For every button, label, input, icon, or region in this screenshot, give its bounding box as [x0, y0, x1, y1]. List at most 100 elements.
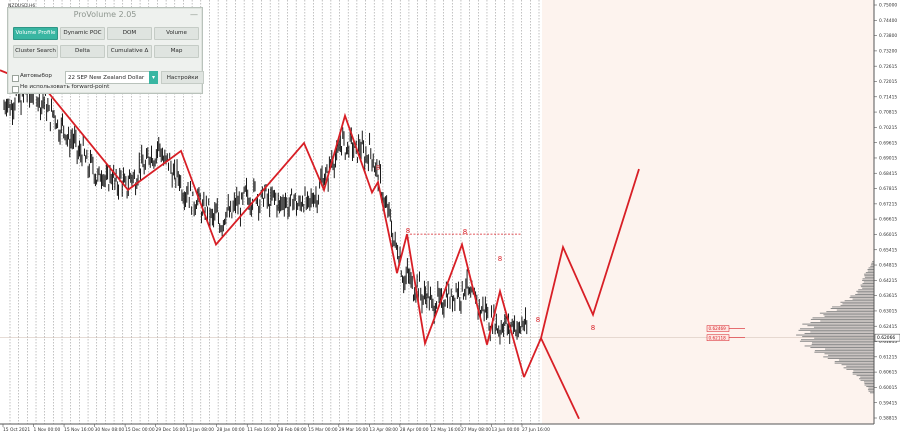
volume-profile-bar [868, 390, 874, 392]
time-tick-label: 13 Jan 08:00 [186, 427, 214, 433]
volume-profile-bar [826, 311, 874, 313]
time-tick-label: 13 Jun 00:00 [491, 427, 519, 433]
forward-point-checkbox[interactable] [12, 86, 19, 93]
time-tick-label: 27 May 08:00 [461, 427, 491, 433]
wave-mark: 8 [591, 324, 595, 332]
volume-profile-bar [872, 261, 874, 263]
volume-profile-bar [811, 343, 874, 345]
panel-title: ProVolume 2.05 [73, 10, 137, 19]
forward-point-label: Не использовать forward-point [20, 84, 110, 90]
profile-level-label: 0.62118 [709, 335, 727, 340]
volume-profile-bar [807, 325, 874, 327]
map-button-label: Map [170, 48, 183, 54]
dynamic-poc-button[interactable]: Dynamic POC [60, 27, 105, 40]
provolume-panel[interactable]: ProVolume 2.05 — Volume Profile Dynamic … [7, 7, 204, 94]
profile-level-label: 0.62469 [709, 326, 727, 331]
forecast-path-up [540, 168, 640, 339]
volume-profile-button-label: Volume Profile [15, 30, 56, 36]
time-tick-label: 15 Nov 16:00 [64, 427, 94, 433]
time-tick-label: 28 Apr 00:00 [400, 427, 429, 433]
volume-profile-bar [810, 322, 874, 324]
volume-profile-bar [800, 328, 874, 330]
price-tick-label: 0.63615 [879, 293, 897, 299]
volume-profile-bar [846, 368, 874, 370]
price-tick-label: 0.69615 [879, 140, 897, 146]
volume-profile-bar [863, 281, 874, 283]
volume-profile-bar [828, 354, 874, 356]
volume-profile-bar [827, 357, 874, 359]
volume-profile-bar [856, 290, 874, 292]
symbol-label: NZDUSD,H6 [8, 3, 35, 9]
volume-profile-bar [858, 289, 874, 291]
volume-profile-bar [864, 275, 874, 277]
dom-button-label: DOM [122, 30, 137, 36]
volume-profile-bar [860, 286, 874, 288]
volume-profile-bar [871, 262, 874, 264]
price-tick-label: 0.64815 [879, 263, 897, 269]
wave-mark: 8 [376, 164, 380, 172]
volume-profile-bar [830, 308, 874, 310]
instrument-select[interactable]: 22 SEP New Zealand Dollar [65, 71, 150, 84]
time-tick-label: 28 Feb 08:00 [278, 427, 307, 433]
volume-profile-bar [810, 331, 874, 333]
volume-profile-bar [864, 276, 874, 278]
price-tick-label: 0.67815 [879, 186, 897, 192]
volume-profile-bar [866, 386, 874, 388]
volume-profile-bar [868, 267, 874, 269]
panel-minimize-button[interactable]: — [190, 10, 198, 19]
cumulative-delta-button[interactable]: Cumulative Δ [107, 45, 152, 58]
volume-profile-bar [823, 356, 874, 358]
cluster-search-button[interactable]: Cluster Search [13, 45, 58, 58]
time-tick-label: 12 May 16:00 [430, 427, 460, 433]
volume-profile-bar [844, 300, 874, 302]
volume-profile-bar [824, 315, 874, 317]
volume-profile-bar [812, 317, 874, 319]
price-axis[interactable]: 0.75000 0.74400 0.73800 0.73200 0.72615 0.720… [874, 3, 900, 422]
price-tick-label: 0.69015 [879, 156, 897, 162]
time-axis[interactable]: 15 Oct 2021 1 Nov 00:00 15 Nov 16:00 30 Nov… [2, 424, 550, 433]
volume-profile-bar [870, 264, 874, 266]
volume-profile-bar [867, 389, 874, 391]
price-tick-label: 0.73800 [879, 33, 897, 39]
price-tick-label: 0.61215 [879, 354, 897, 360]
volume-profile-bar [843, 367, 874, 369]
volume-profile-bar [870, 265, 874, 267]
volume-profile-bar [870, 392, 874, 394]
volume-profile-bar [823, 314, 874, 316]
volume-profile-bar [867, 270, 874, 272]
price-tick-label: 0.72015 [879, 79, 897, 85]
volume-profile-bar [810, 347, 874, 349]
volume-profile-bar [864, 273, 874, 275]
auto-select-label: Автовыбор [20, 73, 52, 79]
volume-profile-bar [862, 279, 874, 281]
volume-profile-bar [824, 353, 874, 355]
volume-profile-bar [820, 320, 874, 322]
volume-profile-bar [860, 284, 874, 286]
price-tick-label: 0.60615 [879, 370, 897, 376]
volume-profile-button[interactable]: Volume Profile [13, 27, 58, 40]
map-button[interactable]: Map [154, 45, 199, 58]
wave-mark: 8 [498, 255, 502, 263]
volume-profile-bar [834, 361, 874, 363]
price-tick-label: 0.65415 [879, 247, 897, 253]
cumulative-delta-button-label: Cumulative Δ [110, 48, 149, 54]
delta-button[interactable]: Delta [60, 45, 105, 58]
dom-button[interactable]: DOM [107, 27, 152, 40]
volume-profile-bar [840, 304, 874, 306]
volume-button[interactable]: Volume [154, 27, 199, 40]
time-tick-label: 13 Apr 08:00 [369, 427, 398, 433]
volume-profile-bar [857, 292, 874, 294]
time-tick-label: 30 Nov 08:00 [95, 427, 125, 433]
time-tick-label: 27 Jun 16:00 [522, 427, 550, 433]
volume-profile-bar [849, 297, 874, 299]
volume-button-label: Volume [166, 30, 187, 36]
volume-profile-bar [859, 378, 874, 380]
auto-select-checkbox[interactable] [12, 75, 19, 82]
volume-profile-bar [810, 318, 874, 320]
volume-profile-bar [825, 348, 874, 350]
chevron-down-icon[interactable]: ▾ [149, 71, 158, 84]
settings-button[interactable]: Настройки [161, 71, 204, 84]
dynamic-poc-button-label: Dynamic POC [63, 30, 102, 36]
wave-line [44, 87, 525, 378]
